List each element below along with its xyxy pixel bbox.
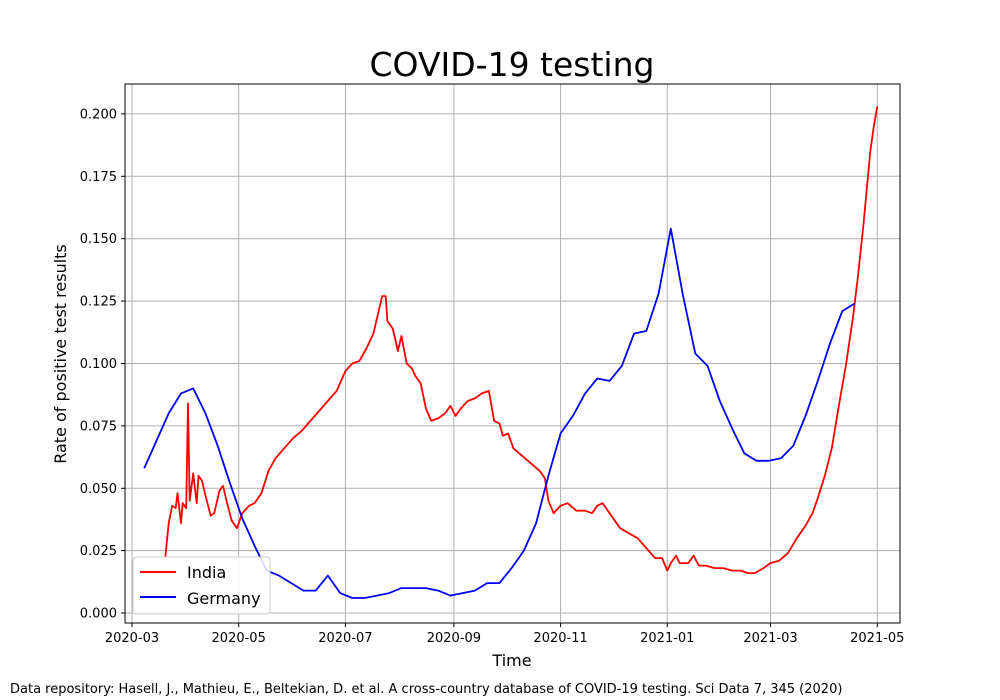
x-tick-label: 2020-07 xyxy=(318,631,372,646)
y-tick-label: 0.125 xyxy=(80,295,117,310)
y-tick-label: 0.050 xyxy=(80,482,117,497)
x-tick-label: 2020-05 xyxy=(212,631,266,646)
x-tick-label: 2020-09 xyxy=(427,631,481,646)
legend: India Germany xyxy=(132,556,271,615)
y-tick-label: 0.200 xyxy=(80,107,117,122)
y-tick-label: 0.150 xyxy=(80,232,117,247)
x-tick-label: 2021-05 xyxy=(850,631,904,646)
axis-ticks: 2020-03 2020-05 2020-07 2020-09 2020-11 2021-… xyxy=(80,107,905,646)
series-line-india xyxy=(164,106,879,574)
y-tick-label: 0.025 xyxy=(80,544,117,559)
source-citation: Data repository: Hasell, J., Mathieu, E.… xyxy=(10,682,842,697)
y-axis-label: Rate of positive test results xyxy=(51,244,70,464)
y-tick-label: 0.100 xyxy=(80,357,117,372)
x-tick-label: 2020-03 xyxy=(105,631,159,646)
y-tick-label: 0.075 xyxy=(80,419,117,434)
legend-label-india: India xyxy=(187,563,226,582)
chart-title: COVID-19 testing xyxy=(370,45,655,84)
y-tick-label: 0.175 xyxy=(80,170,117,185)
legend-label-germany: Germany xyxy=(187,589,261,608)
x-tick-label: 2021-03 xyxy=(743,631,797,646)
plot-frame xyxy=(124,83,901,624)
x-tick-label: 2021-01 xyxy=(640,631,694,646)
x-tick-label: 2020-11 xyxy=(533,631,587,646)
x-axis-label: Time xyxy=(491,651,531,670)
y-tick-label: 0.000 xyxy=(80,607,117,622)
